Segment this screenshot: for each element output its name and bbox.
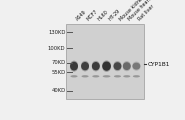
Text: HL60: HL60 bbox=[97, 9, 109, 22]
Text: 40KD: 40KD bbox=[51, 88, 65, 93]
Ellipse shape bbox=[92, 75, 99, 78]
Ellipse shape bbox=[132, 62, 140, 69]
Text: HT-29: HT-29 bbox=[107, 8, 121, 22]
Ellipse shape bbox=[70, 62, 78, 71]
Ellipse shape bbox=[114, 63, 121, 71]
Bar bbox=[66, 24, 144, 99]
Ellipse shape bbox=[70, 63, 78, 72]
Ellipse shape bbox=[132, 64, 140, 71]
Text: 55KD: 55KD bbox=[51, 70, 65, 75]
Text: 100KD: 100KD bbox=[48, 46, 65, 51]
Text: Mouse kidney: Mouse kidney bbox=[118, 0, 146, 22]
Ellipse shape bbox=[81, 62, 89, 70]
Ellipse shape bbox=[92, 63, 100, 71]
Text: 70KD: 70KD bbox=[51, 60, 65, 65]
Text: Rat liver: Rat liver bbox=[137, 4, 155, 22]
Text: AS49: AS49 bbox=[75, 9, 87, 22]
Ellipse shape bbox=[123, 61, 131, 69]
Ellipse shape bbox=[114, 62, 121, 70]
Ellipse shape bbox=[114, 75, 121, 78]
Ellipse shape bbox=[123, 62, 131, 70]
Text: 130KD: 130KD bbox=[48, 30, 65, 35]
Ellipse shape bbox=[92, 62, 100, 70]
Ellipse shape bbox=[70, 61, 78, 69]
Ellipse shape bbox=[102, 63, 111, 72]
Ellipse shape bbox=[123, 63, 131, 71]
Ellipse shape bbox=[81, 63, 89, 71]
Ellipse shape bbox=[81, 61, 89, 69]
Ellipse shape bbox=[102, 62, 111, 71]
Ellipse shape bbox=[133, 75, 140, 78]
Ellipse shape bbox=[70, 75, 78, 78]
Text: CYP1B1: CYP1B1 bbox=[147, 62, 169, 67]
Ellipse shape bbox=[132, 63, 140, 70]
Ellipse shape bbox=[123, 75, 130, 78]
Ellipse shape bbox=[92, 61, 100, 69]
Ellipse shape bbox=[103, 75, 110, 78]
Text: MCF7: MCF7 bbox=[86, 9, 99, 22]
Text: Mouse heart: Mouse heart bbox=[127, 0, 153, 22]
Ellipse shape bbox=[114, 61, 121, 69]
Ellipse shape bbox=[82, 75, 89, 78]
Ellipse shape bbox=[102, 60, 111, 70]
